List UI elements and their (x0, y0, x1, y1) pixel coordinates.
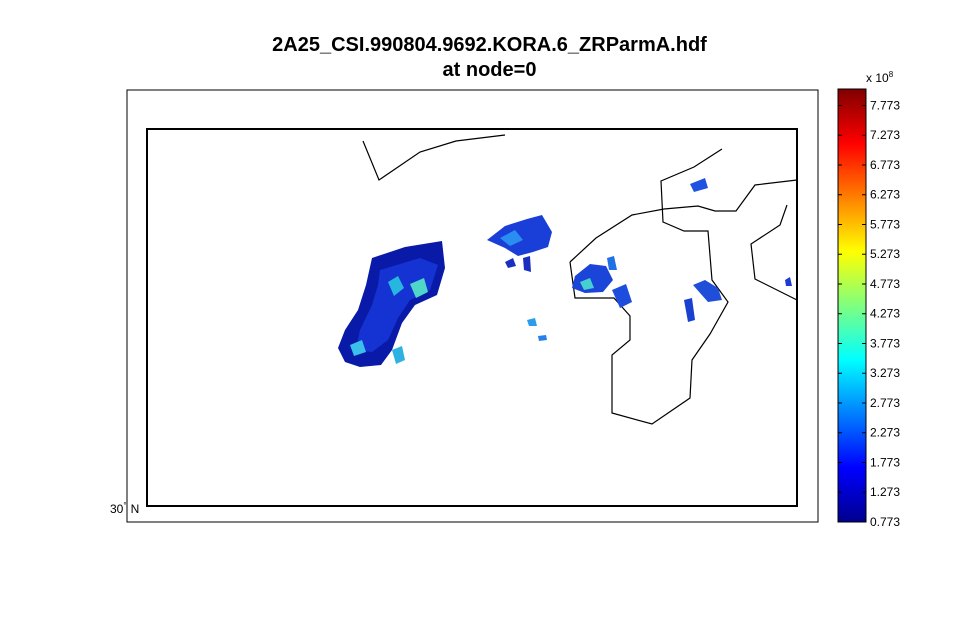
colorbar-tick-label-1: 1.273 (870, 485, 900, 499)
colorbar-tick-label-9: 5.273 (870, 247, 900, 261)
rain-patch-small-4 (612, 284, 632, 308)
coastline-peninsula (569, 148, 729, 425)
colorbar-tick-label-4: 2.773 (870, 396, 900, 410)
rain-patch-main-cell-2 (410, 278, 428, 298)
coastline-east (569, 179, 798, 263)
colorbar-tick-label-12: 6.773 (870, 158, 900, 172)
rain-patch-small-3 (607, 256, 617, 270)
rain-patches (338, 178, 792, 367)
rain-patch-small-5 (527, 318, 537, 326)
colorbar-tick-label-13: 7.273 (870, 128, 900, 142)
map-frame (146, 128, 798, 507)
lat-tick-label: 30° N (110, 501, 139, 516)
rain-patch-main-cell-3 (350, 340, 366, 356)
rain-patch-north-cell (500, 230, 523, 246)
colorbar-tick-label-6: 3.773 (870, 336, 900, 350)
colorbar-tick-label-8: 4.773 (870, 277, 900, 291)
colorbar-tick-label-2: 1.773 (870, 455, 900, 469)
rain-patch-main-cell-4 (392, 346, 405, 364)
rain-patch-north (487, 215, 552, 256)
colorbar (837, 88, 867, 523)
rain-patch-small-6 (538, 335, 547, 341)
colorbar-tick-label-10: 5.773 (870, 217, 900, 231)
colorbar-tick-label-11: 6.273 (870, 188, 900, 202)
rain-patch-east-3 (684, 298, 695, 322)
rain-patch-small-2 (523, 256, 531, 272)
coastline-north (362, 134, 506, 181)
colorbar-tick-label-14: 7.773 (870, 98, 900, 112)
colorbar-multiplier: x 108 (866, 70, 894, 85)
rain-patch-main-cell-1 (388, 276, 404, 296)
rain-patch-small-7 (785, 277, 792, 286)
rain-patch-small-1 (505, 258, 516, 268)
chart-title-line2: at node=0 (442, 59, 537, 81)
rain-patch-east-2 (693, 280, 722, 302)
rain-patch-east-1 (690, 178, 708, 192)
colorbar-tick-label-5: 3.273 (870, 366, 900, 380)
coastline-island (750, 204, 798, 301)
chart-title-line1: 2A25_CSI.990804.9692.KORA.6_ZRParmA.hdf (272, 34, 707, 56)
colorbar-tick-label-7: 4.273 (870, 307, 900, 321)
axes-frame (126, 89, 819, 523)
rain-patch-peninsula-cell (580, 278, 594, 290)
colorbar-ticks: 0.773 1.273 1.773 2.273 2.773 3.273 3.773 4.273… (838, 98, 900, 529)
colorbar-tick-label-3: 2.273 (870, 426, 900, 440)
colorbar-tick-label-0: 0.773 (870, 515, 900, 529)
coastlines (362, 134, 798, 425)
